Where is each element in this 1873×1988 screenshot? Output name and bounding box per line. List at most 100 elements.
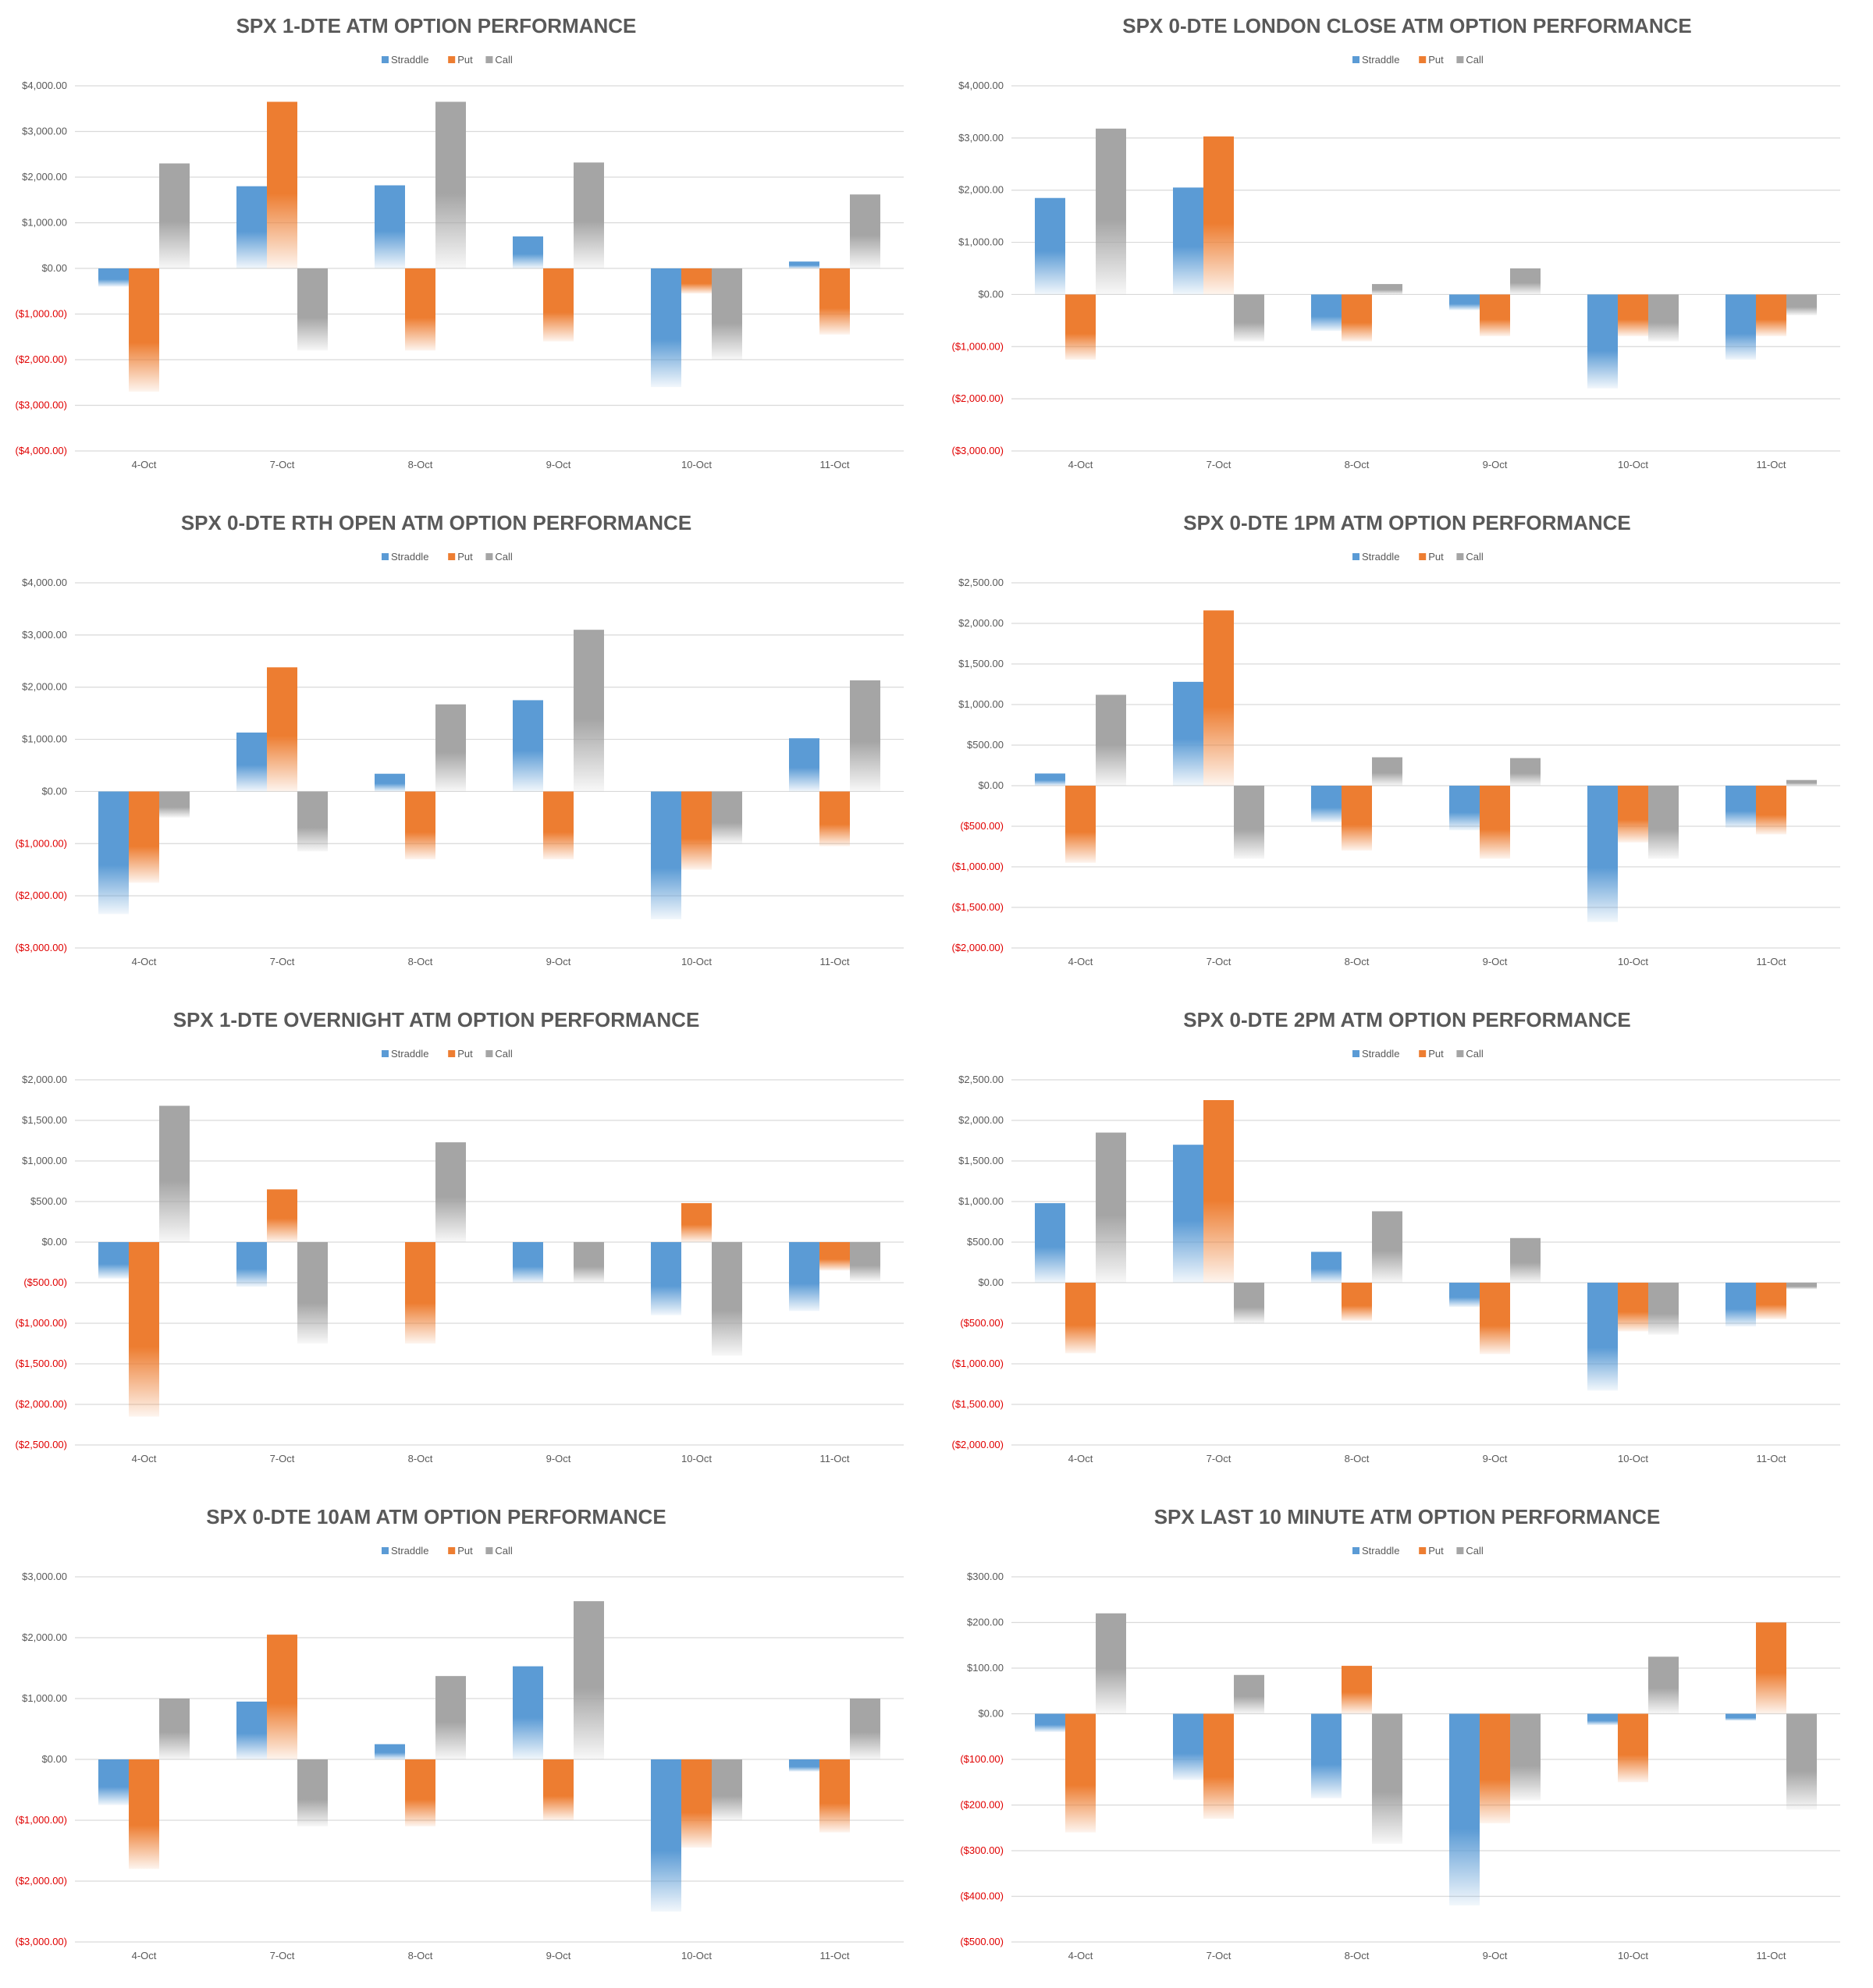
bar-put-8-oct — [405, 268, 435, 351]
bar-call-9-oct — [574, 1242, 604, 1283]
x-category-label: 7-Oct — [270, 1950, 295, 1961]
bar-put-4-oct — [1065, 786, 1096, 863]
x-category-label: 4-Oct — [1068, 1950, 1093, 1961]
y-tick-label: $4,000.00 — [22, 577, 67, 588]
x-category-label: 4-Oct — [132, 459, 157, 470]
legend-label-put: Put — [1428, 1048, 1444, 1060]
bar-straddle-8-oct — [375, 773, 405, 792]
bar-call-10-oct — [712, 791, 742, 844]
chart-svg: SPX 0-DTE 2PM ATM OPTION PERFORMANCE Stra… — [952, 1008, 1840, 1464]
bar-straddle-7-oct — [1173, 187, 1203, 295]
y-tick-label: ($1,000.00) — [952, 1358, 1004, 1369]
y-tick-label: ($2,000.00) — [952, 942, 1004, 953]
bar-straddle-11-oct — [1726, 1283, 1756, 1327]
bar-put-10-oct — [681, 268, 712, 294]
bar-straddle-4-oct — [1035, 1203, 1065, 1283]
x-category-label: 9-Oct — [1483, 459, 1508, 470]
y-tick-label: $1,000.00 — [22, 217, 67, 229]
x-category-label: 11-Oct — [819, 1950, 849, 1961]
legend-label-put: Put — [1428, 54, 1444, 66]
bar-put-9-oct — [543, 268, 574, 342]
bar-put-11-oct — [1756, 294, 1786, 336]
y-tick-label: $0.00 — [41, 1236, 67, 1248]
chart-title: SPX 0-DTE RTH OPEN ATM OPTION PERFORMANC… — [181, 511, 691, 534]
y-tick-label: $3,000.00 — [958, 132, 1004, 144]
y-tick-label: $200.00 — [967, 1617, 1004, 1628]
bar-call-10-oct — [1648, 786, 1679, 859]
chart-title: SPX 0-DTE LONDON CLOSE ATM OPTION PERFOR… — [1122, 14, 1691, 37]
bar-straddle-11-oct — [1726, 1713, 1756, 1721]
legend-swatch-straddle — [382, 56, 389, 63]
bar-put-9-oct — [543, 1759, 574, 1820]
x-category-label: 10-Oct — [1618, 459, 1648, 470]
x-category-label: 9-Oct — [546, 1453, 571, 1464]
x-category-label: 7-Oct — [270, 956, 295, 967]
bar-call-7-oct — [297, 1759, 328, 1826]
chart-svg: SPX LAST 10 MINUTE ATM OPTION PERFORMANC… — [960, 1505, 1840, 1961]
y-tick-label: ($1,500.00) — [952, 1398, 1004, 1410]
x-category-label: 4-Oct — [1068, 956, 1093, 967]
legend-swatch-call — [485, 1050, 493, 1057]
legend-label-call: Call — [495, 1048, 513, 1060]
legend-label-straddle: Straddle — [1362, 54, 1399, 66]
x-category-label: 9-Oct — [546, 1950, 571, 1961]
bar-straddle-9-oct — [1449, 294, 1480, 311]
legend-swatch-put — [1419, 1050, 1427, 1057]
x-category-label: 11-Oct — [819, 956, 849, 967]
x-category-label: 9-Oct — [1483, 1950, 1508, 1961]
legend-swatch-put — [448, 553, 456, 560]
bar-straddle-11-oct — [789, 261, 819, 268]
bar-call-7-oct — [1234, 294, 1264, 342]
bar-put-4-oct — [129, 268, 159, 392]
y-tick-label: ($3,000.00) — [952, 445, 1004, 456]
legend-swatch-put — [448, 56, 456, 63]
bar-put-10-oct — [1618, 1283, 1648, 1332]
bar-call-8-oct — [1372, 1211, 1402, 1283]
bar-straddle-8-oct — [1311, 786, 1342, 822]
bar-straddle-4-oct — [1035, 1713, 1065, 1732]
bar-call-7-oct — [1234, 1674, 1264, 1714]
bar-straddle-11-oct — [789, 1759, 819, 1772]
x-category-label: 10-Oct — [1618, 1453, 1648, 1464]
bar-straddle-9-oct — [513, 1666, 543, 1759]
y-tick-label: $0.00 — [41, 785, 67, 797]
bar-call-11-oct — [850, 1242, 880, 1281]
bar-straddle-9-oct — [513, 700, 543, 792]
bar-call-10-oct — [712, 268, 742, 360]
bar-straddle-7-oct — [1173, 681, 1203, 786]
y-tick-label: $2,000.00 — [22, 1074, 67, 1085]
y-tick-label: $2,000.00 — [958, 617, 1004, 629]
y-tick-label: $0.00 — [978, 1276, 1004, 1288]
bar-call-10-oct — [712, 1242, 742, 1356]
bar-call-8-oct — [435, 1142, 466, 1242]
x-category-label: 10-Oct — [1618, 956, 1648, 967]
y-tick-label: ($200.00) — [960, 1799, 1004, 1811]
y-tick-label: ($3,000.00) — [16, 942, 68, 953]
legend-label-put: Put — [1428, 1545, 1444, 1557]
legend-swatch-put — [1419, 553, 1427, 560]
x-category-label: 4-Oct — [132, 956, 157, 967]
bar-straddle-4-oct — [98, 791, 129, 914]
x-category-label: 10-Oct — [1618, 1950, 1648, 1961]
bar-call-8-oct — [435, 1676, 466, 1759]
bar-call-9-oct — [574, 1601, 604, 1759]
legend-label-straddle: Straddle — [391, 551, 428, 563]
y-tick-label: $3,000.00 — [22, 126, 67, 137]
y-tick-label: ($2,000.00) — [16, 353, 68, 365]
bar-straddle-7-oct — [236, 732, 267, 792]
bar-straddle-11-oct — [789, 1242, 819, 1312]
bar-put-7-oct — [1203, 1713, 1234, 1819]
x-category-label: 7-Oct — [1207, 956, 1231, 967]
legend-swatch-call — [485, 1547, 493, 1554]
bar-put-8-oct — [1342, 1666, 1372, 1714]
y-tick-label: $2,500.00 — [958, 577, 1004, 588]
chart-4: SPX 0-DTE 1PM ATM OPTION PERFORMANCE Stra… — [936, 497, 1873, 994]
y-tick-label: ($2,000.00) — [16, 1875, 68, 1887]
legend-label-call: Call — [1466, 1048, 1484, 1060]
bar-straddle-4-oct — [98, 1242, 129, 1279]
y-tick-label: $0.00 — [978, 779, 1004, 791]
legend-swatch-straddle — [1352, 1547, 1359, 1554]
chart-svg: SPX 1-DTE OVERNIGHT ATM OPTION PERFORMAN… — [16, 1008, 904, 1464]
bar-straddle-8-oct — [375, 1744, 405, 1759]
